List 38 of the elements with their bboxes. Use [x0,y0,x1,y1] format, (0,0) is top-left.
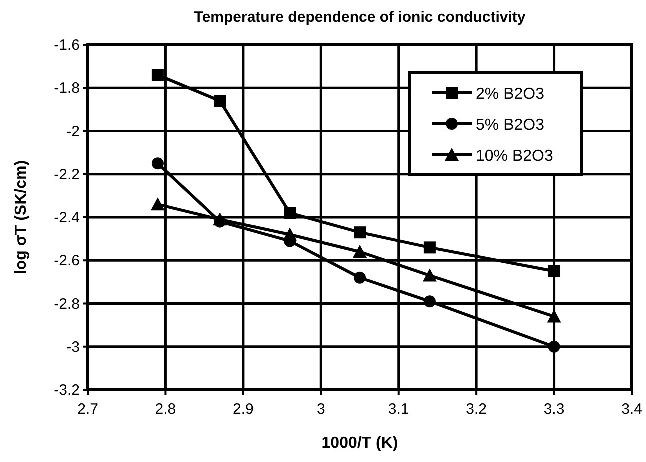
y-tick-label: -3.2 [54,382,80,399]
x-tick-label: 2.8 [155,401,176,418]
point [422,268,437,282]
y-tick-label: -1.6 [54,37,80,54]
x-tick-label: 3.1 [388,401,410,418]
point [353,245,367,258]
x-tick-label: 2.9 [233,401,254,418]
point [424,296,436,308]
point [354,272,366,284]
point [284,207,296,220]
y-tick-label: -2.2 [54,166,80,184]
point [150,198,165,211]
x-tick-label: 3 [316,401,326,418]
chart-title: Temperature dependence of ionic conductivity [194,9,526,26]
y-tick-label: -3 [66,338,80,356]
y-tick-label: -2.4 [54,210,80,226]
y-tick-label: -1.8 [54,80,80,98]
point [214,95,226,108]
y-axis-title: log σT (SK/cm) [13,160,30,275]
y-tick-label: -2 [66,123,80,140]
point [152,69,164,82]
legend-label: 10% B2O3 [476,148,554,165]
x-axis-title: 1000/T (K) [322,435,398,452]
point [354,226,366,239]
point [548,340,560,353]
point [214,216,226,228]
legend-label: 5% B2O3 [476,117,545,134]
x-tick-label: 3.3 [544,401,565,418]
point [152,158,164,170]
legend-label: 2% B2O3 [476,86,545,103]
x-tick-label: 3.2 [466,401,487,418]
x-tick-label: 3.4 [622,401,642,418]
point [547,310,562,323]
y-tick-label: -2.6 [54,252,80,270]
point [548,265,560,278]
point [424,242,436,254]
x-tick-label: 2.7 [78,401,98,418]
y-tick-label: -2.8 [54,296,80,313]
